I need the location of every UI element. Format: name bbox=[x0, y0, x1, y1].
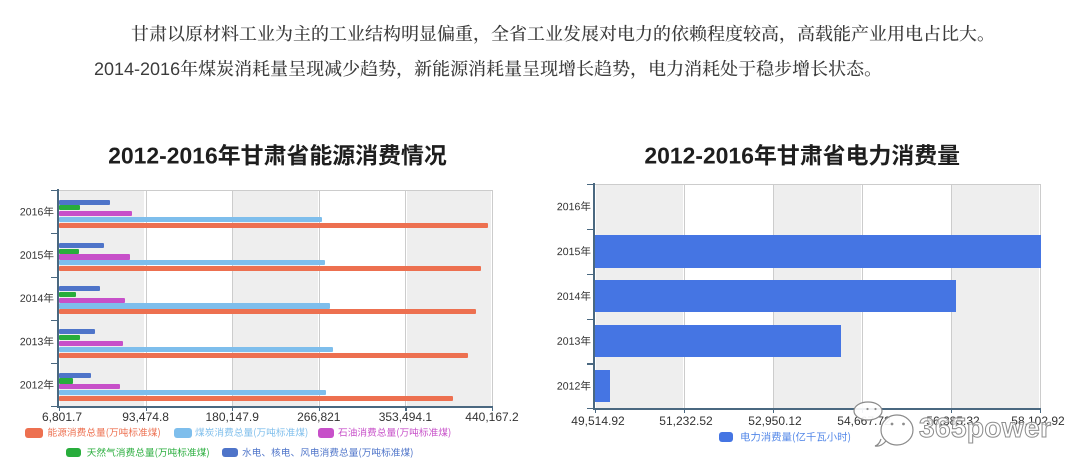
svg-text:365power: 365power bbox=[919, 412, 1051, 443]
